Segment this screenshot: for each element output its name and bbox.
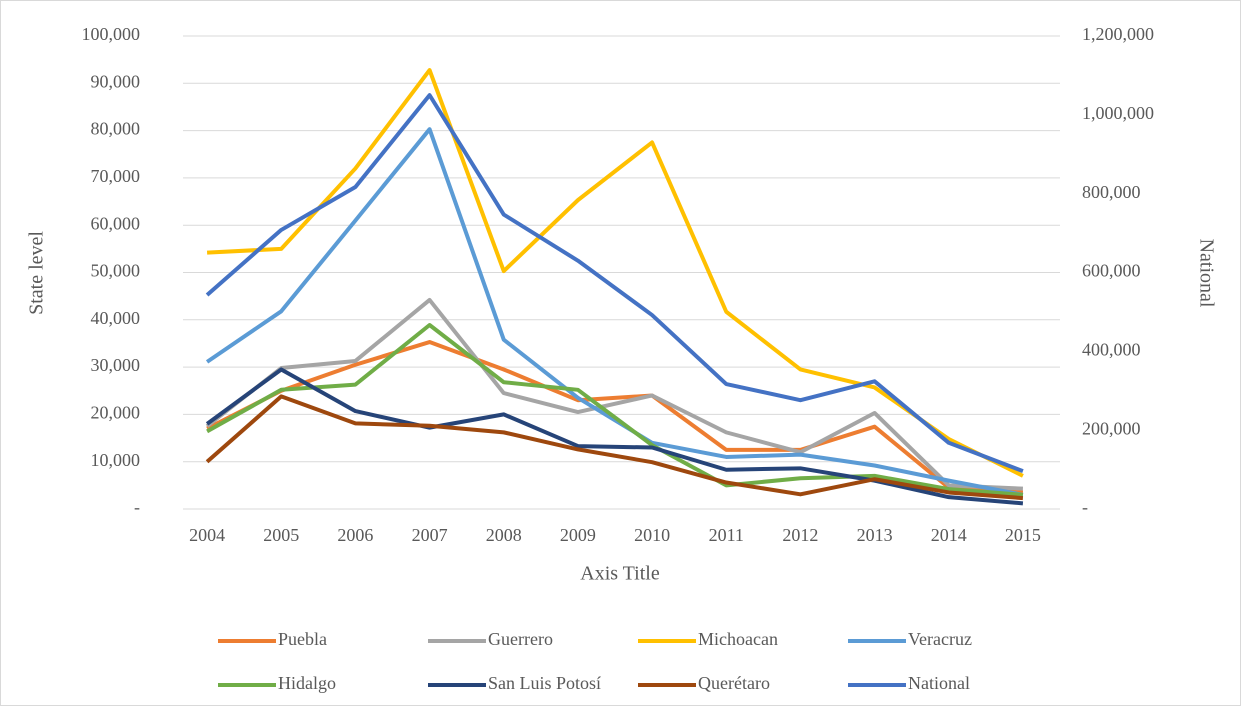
x-tick-label: 2013	[857, 525, 893, 545]
x-tick-label: 2012	[782, 525, 818, 545]
legend-label: Guerrero	[488, 629, 553, 649]
x-axis-title: Axis Title	[580, 563, 660, 585]
chart-frame	[0, 0, 1241, 706]
x-tick-label: 2015	[1005, 525, 1041, 545]
y-tick-label: 40,000	[91, 308, 141, 328]
x-tick-label: 2011	[709, 525, 744, 545]
legend-label: San Luis Potosí	[488, 673, 601, 693]
y-tick-label: 50,000	[91, 261, 141, 281]
x-tick-label: 2009	[560, 525, 596, 545]
legend-label: Hidalgo	[278, 673, 336, 693]
series-line	[205, 297, 1024, 491]
series-line	[205, 394, 1024, 501]
x-tick-label: 2006	[337, 525, 373, 545]
series-line	[206, 68, 1024, 478]
y2-tick-label: -	[1082, 497, 1088, 517]
legend-label: Veracruz	[908, 629, 972, 649]
y-tick-label: 60,000	[91, 213, 141, 233]
legend-label: Puebla	[278, 629, 327, 649]
y2-tick-label: 1,000,000	[1082, 103, 1154, 123]
legend-label: Querétaro	[698, 673, 770, 693]
x-tick-label: 2007	[412, 525, 448, 545]
series-line	[206, 323, 1024, 497]
y-tick-label: 80,000	[91, 119, 141, 139]
series-line	[205, 127, 1024, 497]
x-tick-label: 2008	[486, 525, 522, 545]
x-tick-label: 2005	[263, 525, 299, 545]
y2-axis-title: National	[1195, 239, 1217, 308]
x-tick-label: 2004	[189, 525, 225, 545]
y-tick-label: 100,000	[82, 24, 141, 44]
x-tick-label: 2014	[931, 525, 967, 545]
y2-tick-label: 1,200,000	[1082, 24, 1154, 44]
legend-label: National	[908, 673, 970, 693]
y-tick-label: 10,000	[91, 450, 141, 470]
y2-tick-label: 200,000	[1082, 418, 1141, 438]
y-tick-label: 90,000	[91, 71, 141, 91]
y2-tick-label: 800,000	[1082, 182, 1141, 202]
legend-label: Michoacan	[698, 629, 778, 649]
y-tick-label: 70,000	[91, 166, 141, 186]
series-line	[206, 340, 1024, 495]
y-tick-label: 20,000	[91, 403, 141, 423]
y-tick-label: -	[134, 497, 140, 517]
y2-tick-label: 400,000	[1082, 339, 1141, 359]
y2-tick-label: 600,000	[1082, 261, 1141, 281]
y-tick-label: 30,000	[91, 355, 141, 375]
x-tick-label: 2010	[634, 525, 670, 545]
y-axis-title: State level	[26, 231, 48, 315]
series-line	[205, 93, 1024, 474]
